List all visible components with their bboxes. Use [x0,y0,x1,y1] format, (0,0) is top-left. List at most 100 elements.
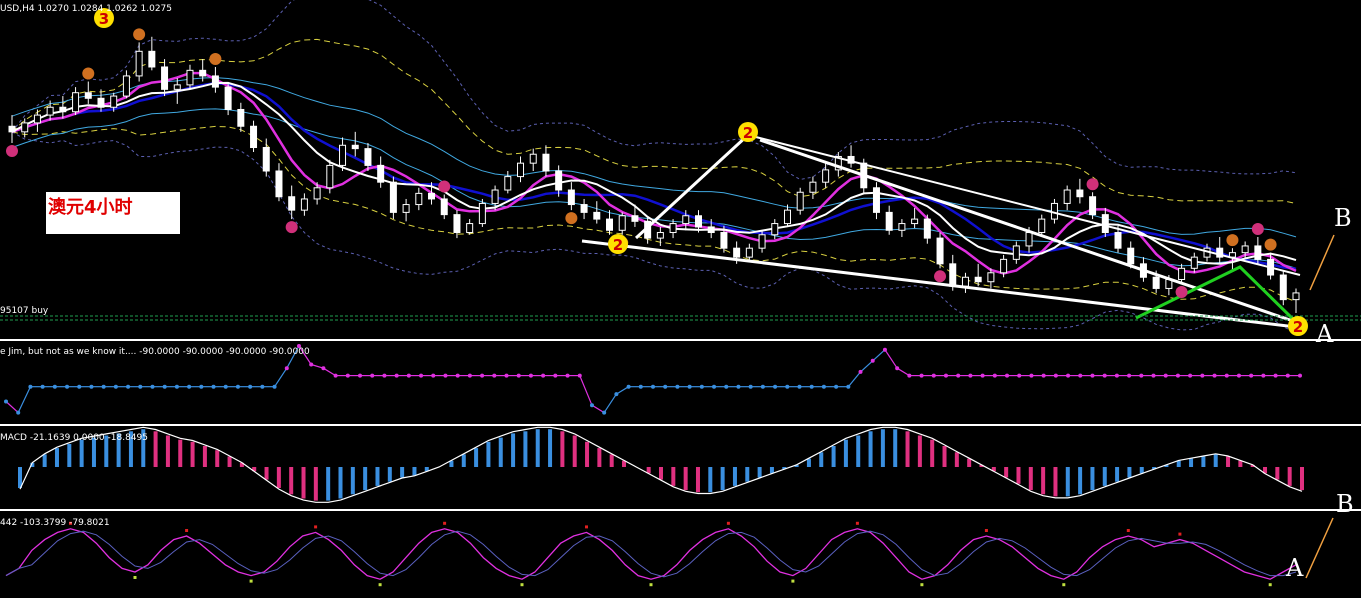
osc-dot [675,384,680,389]
oscillator-panel [4,344,1302,415]
macd-bar [313,467,318,501]
osc-dot [187,384,192,389]
candle-down [885,211,893,231]
osc-segment [579,375,593,406]
macd-bar [991,467,996,472]
swing-marker [1175,285,1188,298]
osc-dot [406,373,411,378]
osc-dot [1151,373,1156,378]
macd-bar [1139,467,1144,474]
candle-down [1216,247,1224,258]
osc-dot [919,373,924,378]
osc-dot [1175,373,1180,378]
wave-marker-2-left: 2 [608,234,628,254]
panel-separator-1 [0,339,1361,341]
osc-dot [638,384,643,389]
candle-down [97,97,105,108]
stoch-trough-dot [920,583,924,587]
osc-dot [882,347,887,352]
candle-up [300,198,308,211]
candle-up [656,232,664,239]
osc-dot [516,373,521,378]
candle-up [1241,245,1249,254]
orange-projection-line [1309,234,1335,291]
stoch-trough-dot [249,579,253,583]
osc-dot [235,384,240,389]
candle-down [631,215,639,222]
macd-bar [967,458,972,467]
macd-bar [276,467,281,488]
macd-bar [585,441,590,467]
candle-up [745,247,753,258]
macd-bar [1164,464,1169,467]
osc-dot [284,366,289,371]
macd-bar [572,435,577,467]
candle-down [872,187,880,213]
osc-dot [1236,373,1241,378]
macd-bar [264,467,269,480]
macd-bar [535,429,540,467]
swing-marker [565,212,578,225]
osc-segment [17,386,31,413]
candle-up [313,187,321,200]
stochastic-panel [5,521,1297,587]
osc-dot [1188,373,1193,378]
osc-dot [1139,373,1144,378]
candle-down [1101,214,1109,234]
macd-bar [732,467,737,486]
macd-bar [979,464,984,467]
stoch-peak-dot [69,521,72,525]
osc-dot [52,384,57,389]
macd-bar [1053,467,1058,497]
macd-bar [153,431,158,467]
macd-bar [350,467,355,495]
candle-down [1152,276,1160,289]
osc-dot [602,410,607,415]
macd-bar [412,467,417,476]
macd-bar [1250,464,1255,467]
osc-dot [541,373,546,378]
macd-bar [1065,467,1070,497]
swing-marker [1251,222,1264,235]
macd-bar [67,443,72,467]
stoch-trough-dot [1062,583,1066,587]
macd-bar [769,467,774,474]
macd-signal-line [19,426,1303,503]
macd-bar [1041,467,1046,495]
swing-marker [438,180,451,193]
candle-down [161,66,169,90]
osc-dot [870,358,875,363]
candle-up [1038,218,1046,234]
macd-bar [622,460,627,467]
macd-bar [1226,456,1231,467]
macd-bar [880,429,885,467]
osc-dot [16,410,21,415]
macd-bar [178,439,183,467]
candle-up [1190,256,1198,269]
stoch-header: 442 -103.3799 -79.8021 [0,518,110,528]
macd-bar [30,462,35,467]
osc-dot [724,384,729,389]
macd-bar [917,435,922,467]
osc-dot [956,373,961,378]
osc-dot [382,373,387,378]
osc-dot [28,384,33,389]
candle-up [796,191,804,211]
osc-dot [846,384,851,389]
macd-bar [1287,467,1292,486]
macd-bar [1275,467,1280,480]
stoch-peak-dot [855,521,859,525]
macd-bar [474,448,479,467]
candle-down [364,148,372,166]
macd-bar [190,441,195,467]
macd-bar [819,452,824,467]
osc-dot [199,384,204,389]
osc-dot [651,384,655,389]
osc-dot [626,384,631,389]
candle-down [720,232,728,249]
macd-bar [1201,456,1206,467]
macd-bar [1213,454,1218,467]
candle-down [1279,274,1287,301]
macd-bar [1115,467,1120,482]
